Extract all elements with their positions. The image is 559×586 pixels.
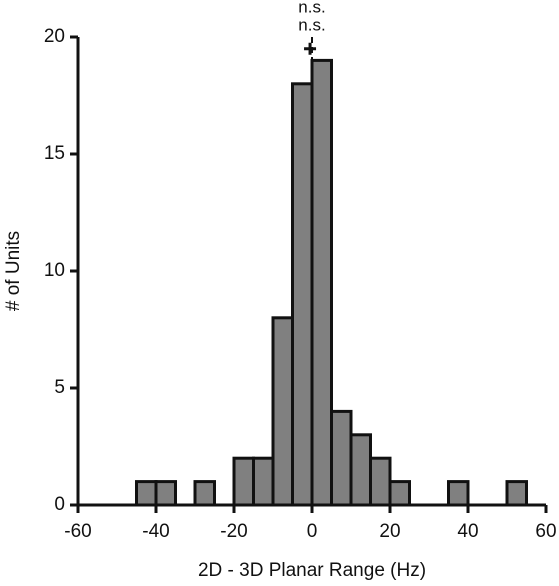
- histogram-bar: [252, 456, 275, 507]
- y-tick-label: 5: [54, 377, 65, 398]
- annotation: n.s.: [298, 15, 325, 34]
- x-axis-label: 2D - 3D Planar Range (Hz): [198, 560, 426, 581]
- histogram-bar: [291, 82, 314, 507]
- mean-marker: [304, 42, 317, 55]
- y-axis-label: # of Units: [3, 231, 24, 311]
- x-tick-label: -40: [142, 521, 169, 542]
- x-tick-label: -60: [64, 521, 91, 542]
- histogram-bar: [271, 316, 294, 507]
- x-tick-label: 40: [457, 521, 478, 542]
- histogram-bar: [232, 456, 255, 507]
- y-tick-label: 20: [44, 26, 65, 47]
- x-tick-label: 0: [307, 521, 318, 542]
- annotation: n.s.: [298, 0, 325, 16]
- histogram-bar: [193, 480, 216, 507]
- histogram-bar: [388, 480, 411, 507]
- histogram-bar: [369, 456, 392, 507]
- y-tick-label: 15: [44, 143, 65, 164]
- histogram-bar: [154, 480, 177, 507]
- x-tick-label: 20: [379, 521, 400, 542]
- histogram-bar: [349, 433, 372, 507]
- histogram-bar: [505, 480, 528, 507]
- x-tick-label: -20: [220, 521, 247, 542]
- y-tick-label: 10: [44, 260, 65, 281]
- histogram-bar: [310, 58, 333, 507]
- histogram-bar: [330, 409, 353, 507]
- y-tick-label: 0: [54, 494, 65, 515]
- x-tick-label: 60: [535, 521, 556, 542]
- histogram-bar: [135, 480, 158, 507]
- histogram-bar: [447, 480, 470, 507]
